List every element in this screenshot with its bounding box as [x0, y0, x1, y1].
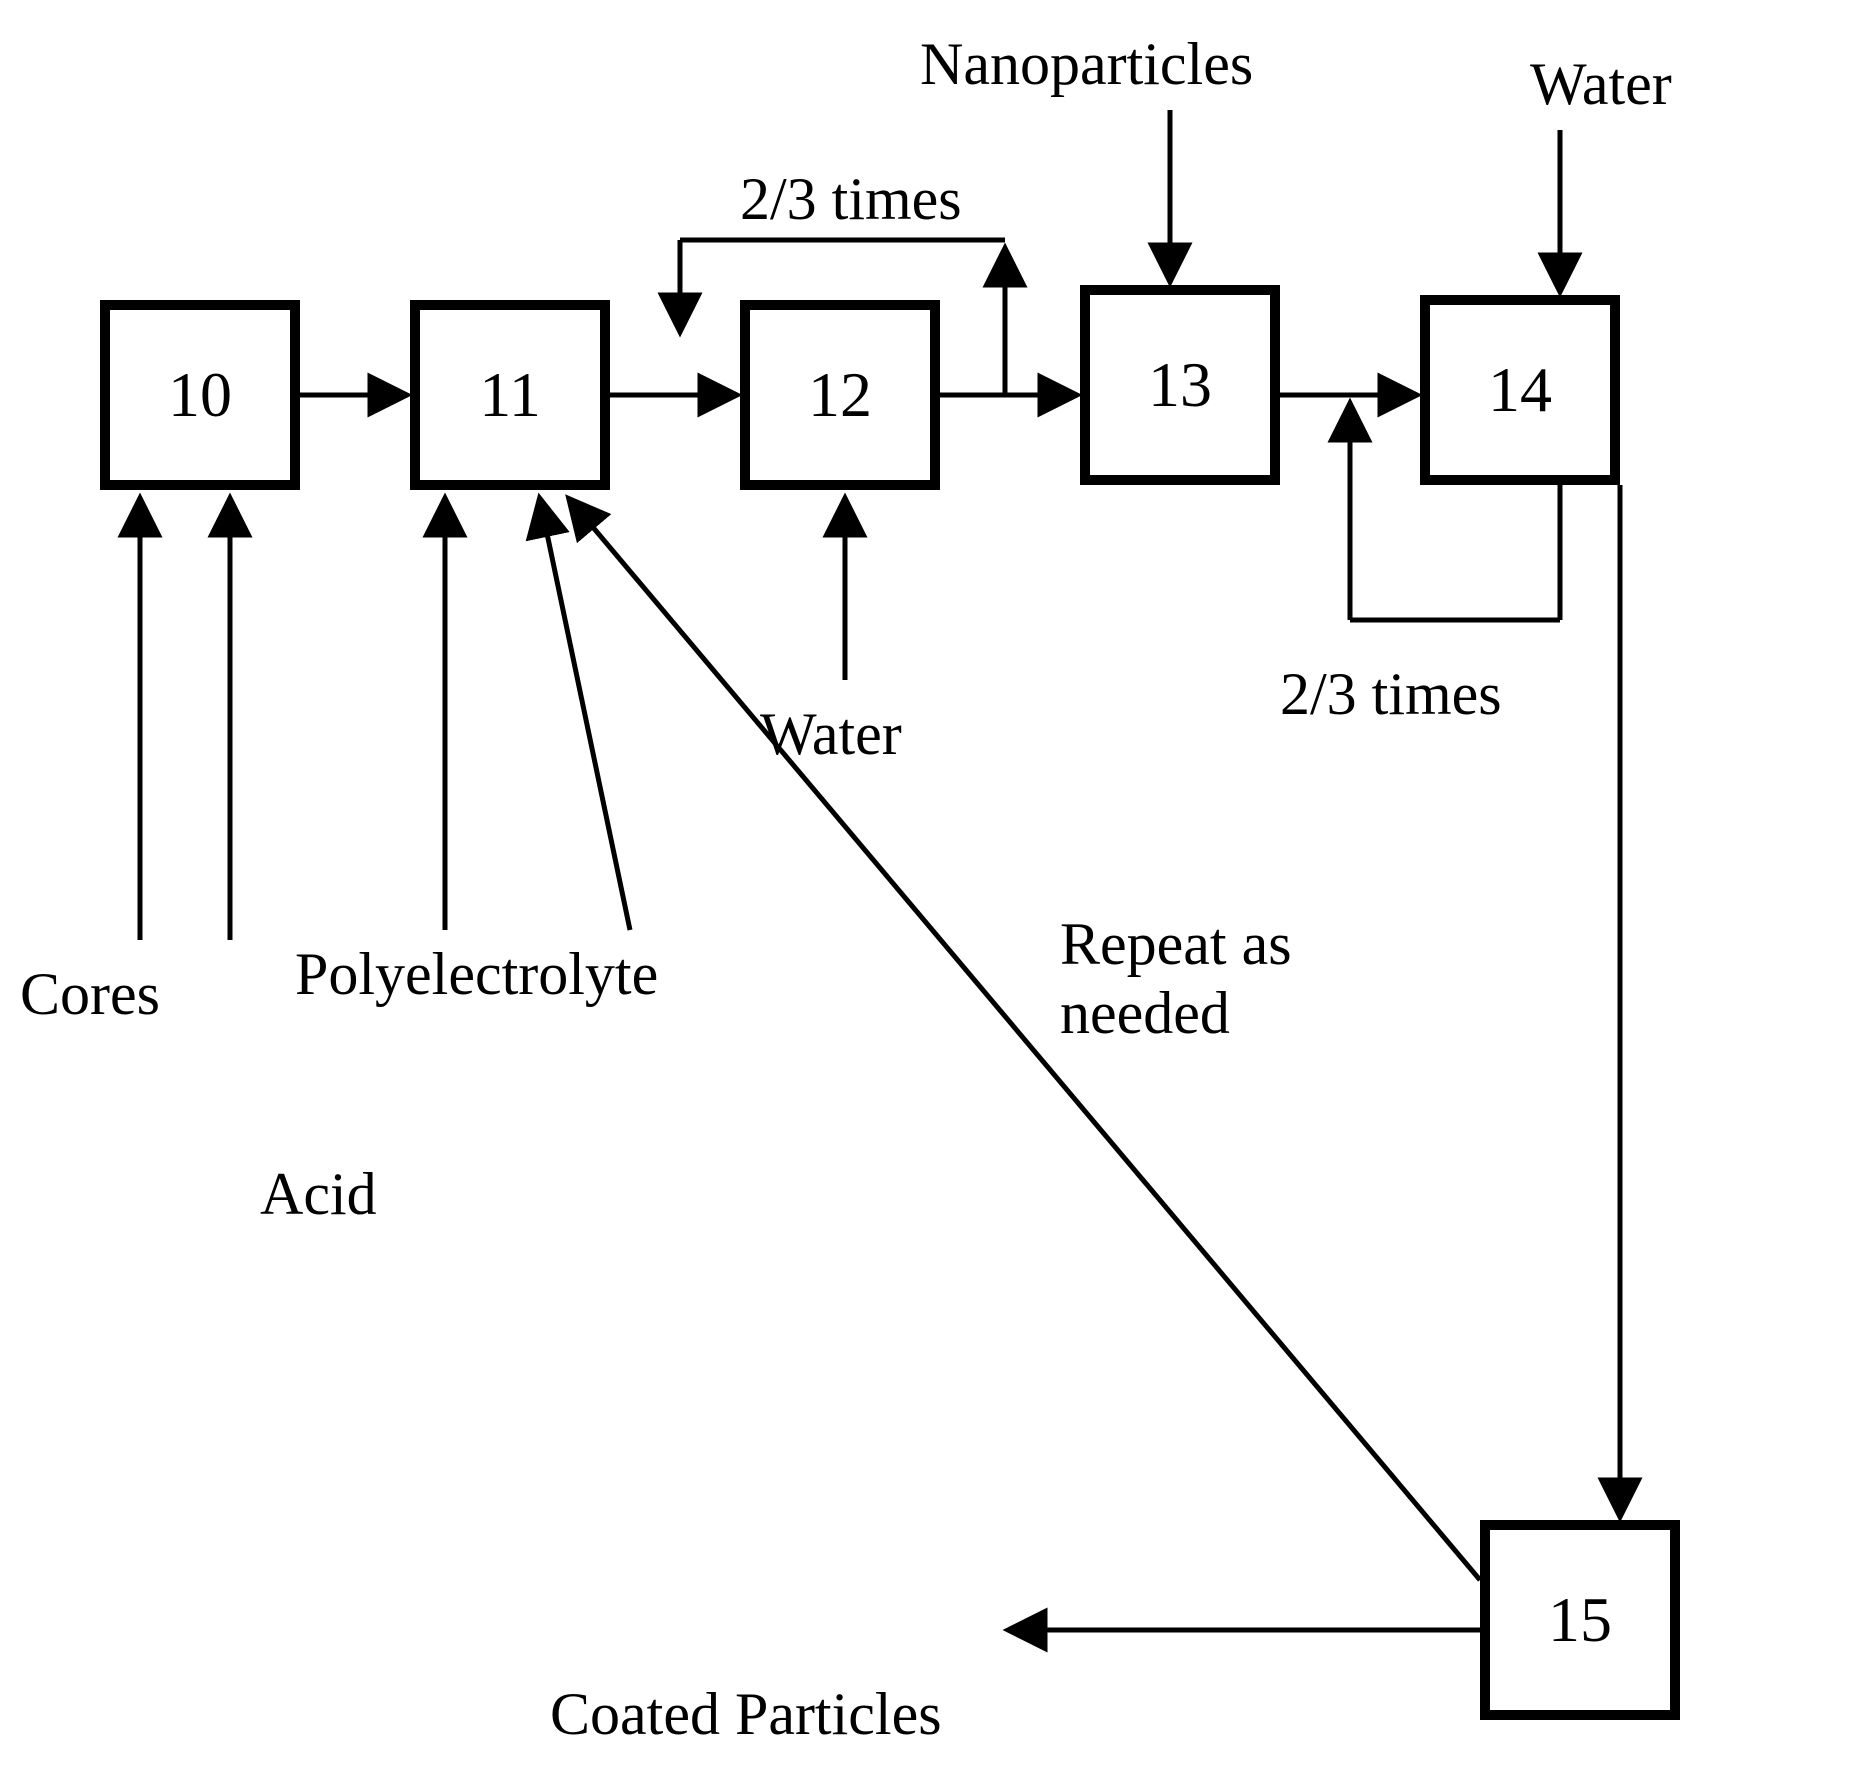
node-10-label: 10 [168, 358, 232, 432]
arrow-polyelectrolyte-2 [540, 500, 630, 930]
label-water-mid: Water [760, 700, 902, 769]
node-12-label: 12 [808, 358, 872, 432]
label-coated: Coated Particles [550, 1680, 942, 1749]
node-13-label: 13 [1148, 348, 1212, 422]
label-polyelectrolyte: Polyelectrolyte [295, 940, 658, 1009]
node-15-label: 15 [1548, 1583, 1612, 1657]
node-11-label: 11 [479, 358, 541, 432]
label-times-top: 2/3 times [740, 165, 962, 234]
label-water-top: Water [1530, 50, 1672, 119]
node-14-label: 14 [1488, 353, 1552, 427]
node-11: 11 [410, 300, 610, 490]
node-10: 10 [100, 300, 300, 490]
label-repeat: Repeat as needed [1060, 910, 1292, 1048]
label-cores: Cores [20, 960, 160, 1029]
node-12: 12 [740, 300, 940, 490]
label-acid: Acid [260, 1160, 377, 1229]
diagram-canvas: 10 11 12 13 14 15 Nanoparticles Water 2/… [0, 0, 1854, 1791]
label-repeat-line2: needed [1060, 979, 1292, 1048]
label-times-right: 2/3 times [1280, 660, 1502, 729]
label-repeat-line1: Repeat as [1060, 910, 1292, 979]
node-14: 14 [1420, 295, 1620, 485]
node-15: 15 [1480, 1520, 1680, 1720]
label-nanoparticles: Nanoparticles [920, 30, 1253, 99]
node-13: 13 [1080, 285, 1280, 485]
